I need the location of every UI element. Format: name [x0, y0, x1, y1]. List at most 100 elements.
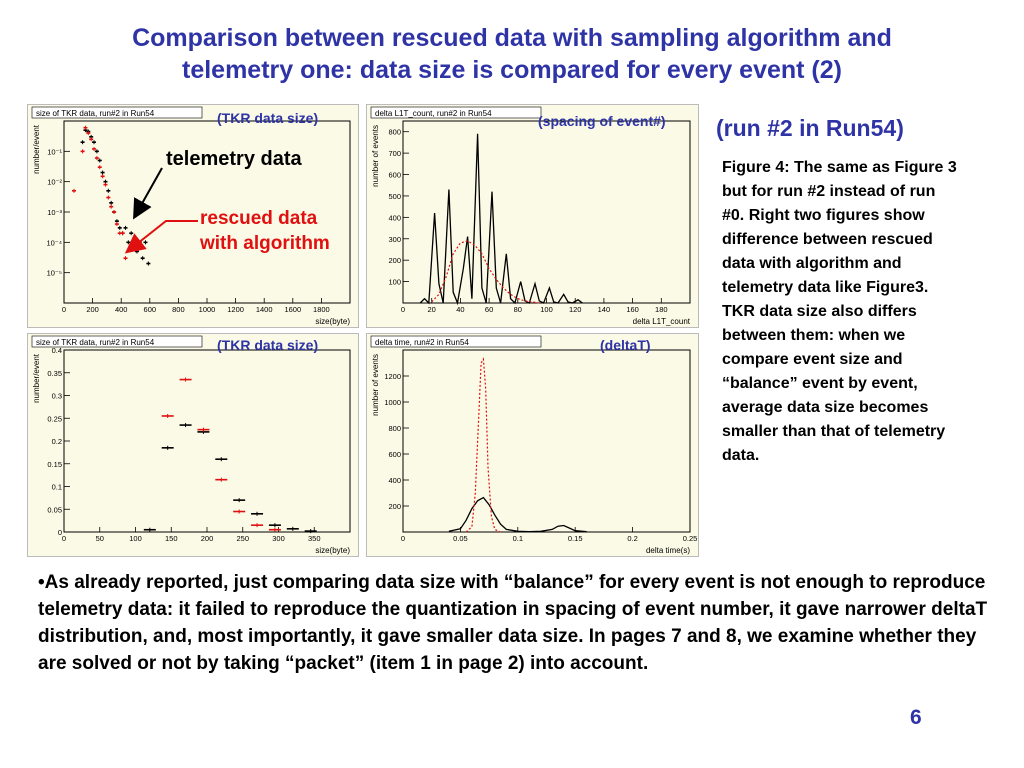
x-tick-label: 0.15 [568, 534, 583, 543]
figure-caption: Figure 4: The same as Figure 3 but for r… [722, 159, 957, 464]
x-tick-label: 1200 [227, 305, 244, 314]
title-box [31, 106, 203, 119]
plot-frame [63, 349, 351, 533]
y-tick-label: 0.25 [47, 414, 62, 423]
bullet-text: •As already reported, just comparing dat… [38, 572, 988, 674]
x-tick-label: 20 [428, 305, 436, 314]
y-tick-label: 600 [388, 450, 401, 459]
y-tick-label: 10⁻⁵ [47, 269, 62, 278]
y-tick-label: 700 [388, 149, 401, 158]
plot-frame [402, 120, 691, 304]
y-axis-label: number of events [371, 125, 380, 187]
y-tick-label: 0.1 [52, 483, 62, 492]
title-line-2: telemetry one: data size is compared for… [182, 56, 842, 84]
y-tick-label: 0.15 [47, 460, 62, 469]
y-tick-label: 800 [388, 128, 401, 137]
x-tick-label: 140 [598, 305, 611, 314]
y-axis-label: number of events [371, 354, 380, 416]
series-rescued-line [431, 240, 540, 304]
x-tick-label: 200 [201, 534, 214, 543]
chart-title: delta time, run#2 in Run54 [375, 338, 469, 347]
y-tick-label: 1200 [384, 372, 401, 381]
x-tick-label: 350 [308, 534, 321, 543]
annotation-telemetry: telemetry data [166, 148, 302, 170]
chart-title: size of TKR data, run#2 in Run54 [36, 338, 155, 347]
x-tick-label: 1000 [199, 305, 216, 314]
x-tick-label: 50 [96, 534, 104, 543]
annotation-rescued-line-1: rescued data [200, 208, 318, 229]
x-tick-label: 1800 [313, 305, 330, 314]
plot-tkr-size-linear: size of TKR data, run#2 in Run54 size(byt… [27, 333, 359, 557]
chart-title: delta L1T_count, run#2 in Run54 [375, 109, 492, 118]
y-tick-label: 100 [388, 278, 401, 287]
tag-tkr-size-top: (TKR data size) [217, 110, 319, 126]
x-tick-label: 40 [456, 305, 464, 314]
chart-title: size of TKR data, run#2 in Run54 [36, 109, 155, 118]
y-tick-label: 0.2 [52, 437, 62, 446]
x-tick-label: 180 [655, 305, 668, 314]
series-telemetry-line [419, 133, 583, 306]
chart-svg: delta L1T_count, run#2 in Run54 delta L1T… [370, 106, 691, 326]
x-tick-label: 800 [172, 305, 185, 314]
x-tick-label: 0.25 [683, 534, 698, 543]
y-tick-label: 0.3 [52, 392, 62, 401]
annotation-rescued: rescued data with algorithm [200, 206, 330, 256]
x-tick-label: 200 [86, 305, 99, 314]
y-tick-label: 400 [388, 476, 401, 485]
tag-delta-t: (deltaT) [600, 337, 651, 353]
x-axis-label: delta time(s) [646, 546, 690, 555]
x-tick-label: 100 [540, 305, 553, 314]
chart-svg: delta time, run#2 in Run54 delta time(s) n… [370, 335, 698, 555]
chart-svg: size of TKR data, run#2 in Run54 size(byt… [31, 335, 351, 555]
x-tick-label: 150 [165, 534, 178, 543]
y-tick-label: 0.4 [52, 346, 62, 355]
y-tick-label: 300 [388, 235, 401, 244]
y-tick-label: 200 [388, 502, 401, 511]
x-tick-label: 0.1 [513, 534, 523, 543]
title-line-1: Comparison between rescued data with sam… [132, 24, 892, 52]
y-tick-label: 0.05 [47, 505, 62, 514]
y-tick-label: 1000 [384, 398, 401, 407]
tag-spacing-event: (spacing of event#) [538, 113, 666, 129]
x-tick-label: 300 [272, 534, 285, 543]
x-tick-label: 80 [514, 305, 522, 314]
x-tick-label: 0 [62, 534, 66, 543]
y-tick-label: 10⁻² [47, 178, 62, 187]
x-tick-label: 0.2 [627, 534, 637, 543]
y-axis-label: number/event [32, 124, 41, 174]
plot-frame [402, 349, 691, 533]
x-tick-label: 0 [62, 305, 66, 314]
plot-spacing-event: delta L1T_count, run#2 in Run54 delta L1T… [366, 104, 699, 328]
plot-delta-time: delta time, run#2 in Run54 delta time(s) n… [366, 333, 699, 557]
title-box [370, 106, 542, 119]
x-axis-label: size(byte) [315, 317, 350, 326]
x-tick-label: 60 [485, 305, 493, 314]
y-tick-label: 200 [388, 256, 401, 265]
y-tick-label: 10⁻⁴ [46, 238, 62, 247]
title-box [31, 335, 203, 348]
x-tick-label: 0.05 [453, 534, 468, 543]
x-tick-label: 100 [129, 534, 142, 543]
y-axis-label: number/event [32, 353, 41, 403]
x-tick-label: 1400 [256, 305, 273, 314]
x-tick-label: 600 [144, 305, 157, 314]
x-tick-label: 160 [626, 305, 639, 314]
chart-svg: size of TKR data, run#2 in Run54 size(byt… [31, 106, 351, 326]
series-telemetry-line [448, 496, 587, 533]
x-tick-label: 400 [115, 305, 128, 314]
page-number: 6 [910, 706, 922, 729]
tag-tkr-size-bottom: (TKR data size) [217, 337, 319, 353]
run-label: (run #2 in Run54) [716, 115, 904, 141]
x-tick-label: 120 [569, 305, 582, 314]
y-tick-label: 500 [388, 192, 401, 201]
x-tick-label: 0 [401, 305, 405, 314]
y-tick-label: 800 [388, 424, 401, 433]
x-axis-label: size(byte) [315, 546, 350, 555]
y-tick-label: 10⁻¹ [47, 147, 62, 156]
y-tick-label: 0.35 [47, 369, 62, 378]
x-tick-label: 1600 [284, 305, 301, 314]
y-tick-label: 10⁻³ [47, 208, 62, 217]
annotation-rescued-line-2: with algorithm [200, 233, 330, 254]
slide-title: Comparison between rescued data with sam… [40, 22, 984, 86]
y-tick-label: 600 [388, 171, 401, 180]
